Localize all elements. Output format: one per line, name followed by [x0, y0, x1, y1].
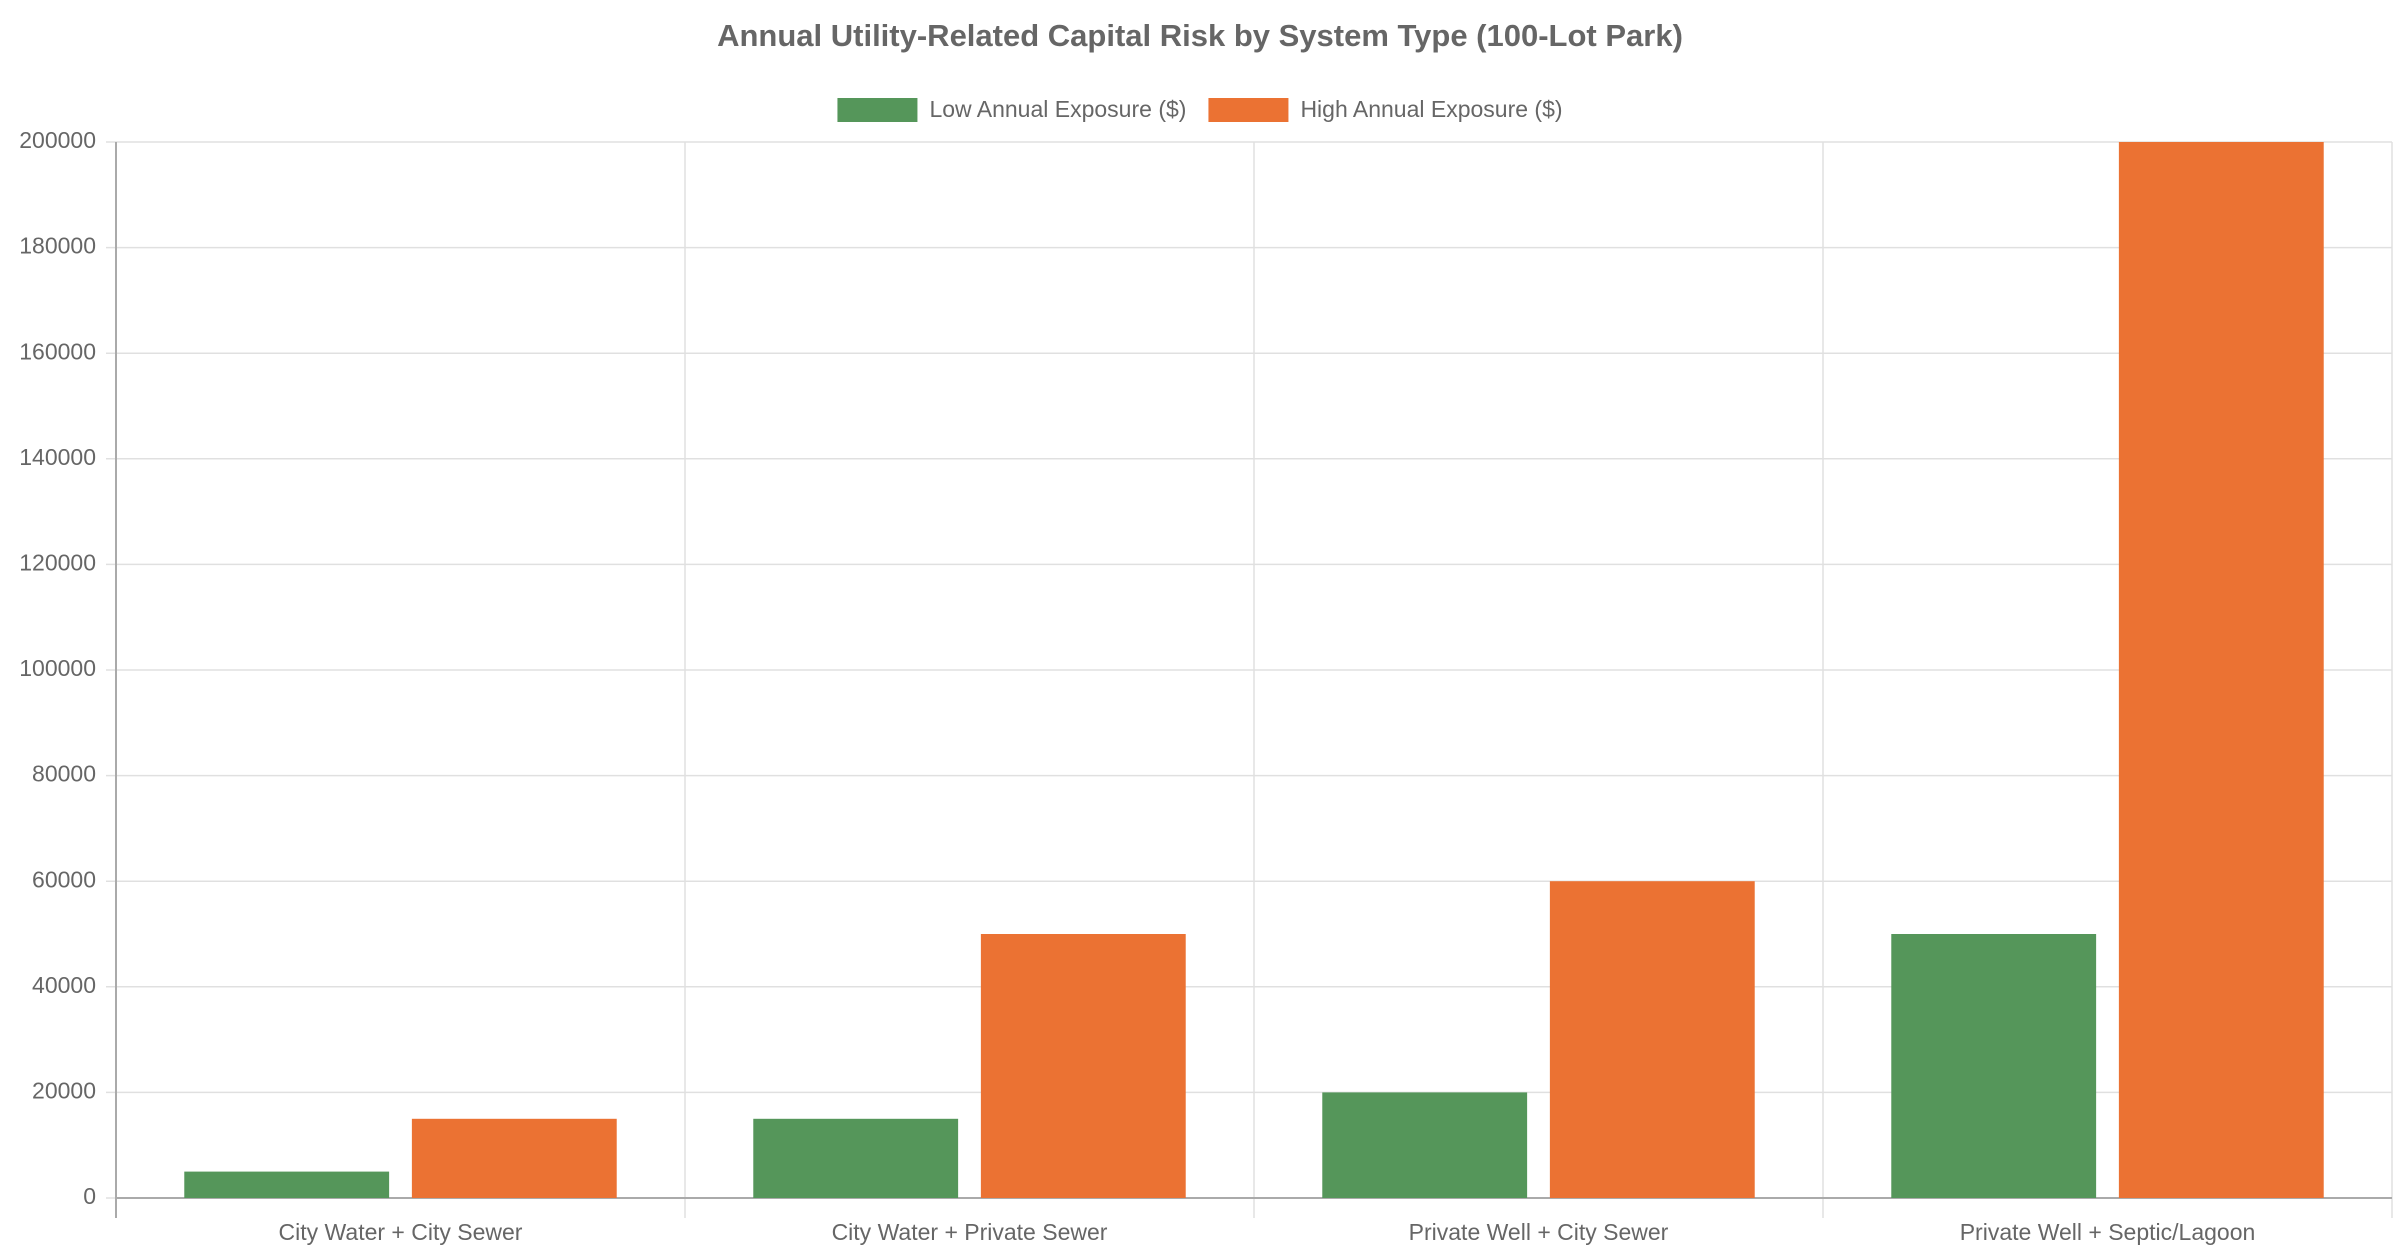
y-tick-label: 160000	[19, 338, 96, 364]
x-tick-label: Private Well + City Sewer	[1409, 1219, 1669, 1245]
x-tick-label: City Water + City Sewer	[279, 1219, 523, 1245]
legend-swatch	[1208, 98, 1289, 122]
bar	[1549, 881, 1755, 1198]
x-tick-label: Private Well + Septic/Lagoon	[1960, 1219, 2256, 1245]
bar	[980, 934, 1186, 1198]
bar	[2118, 142, 2324, 1198]
legend-label: Low Annual Exposure ($)	[929, 96, 1186, 122]
legend-swatch	[837, 98, 918, 122]
x-tick-label: City Water + Private Sewer	[832, 1219, 1108, 1245]
bar	[753, 1118, 959, 1198]
y-tick-label: 0	[83, 1183, 96, 1209]
legend-label: High Annual Exposure ($)	[1300, 96, 1562, 122]
bar	[1891, 934, 2097, 1198]
y-tick-label: 180000	[19, 233, 96, 259]
y-tick-label: 40000	[32, 972, 96, 998]
y-tick-label: 100000	[19, 655, 96, 681]
y-tick-label: 120000	[19, 549, 96, 575]
y-tick-label: 60000	[32, 866, 96, 892]
bar	[411, 1118, 617, 1198]
y-tick-label: 80000	[32, 761, 96, 787]
chart-title: Annual Utility-Related Capital Risk by S…	[717, 18, 1683, 53]
y-tick-label: 140000	[19, 444, 96, 470]
bar	[1322, 1092, 1528, 1198]
y-tick-label: 200000	[19, 127, 96, 153]
bar	[184, 1171, 390, 1198]
y-tick-label: 20000	[32, 1077, 96, 1103]
